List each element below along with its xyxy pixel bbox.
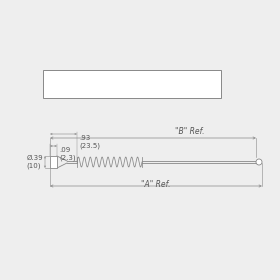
Text: Shaft Length = B: Shaft Length = B — [46, 85, 111, 94]
Text: Overall Length = A: Overall Length = A — [46, 72, 119, 81]
Text: .09
(2.3): .09 (2.3) — [59, 147, 76, 160]
Text: Ø.39
(10): Ø.39 (10) — [26, 155, 43, 169]
Text: "B" Ref.: "B" Ref. — [175, 127, 204, 136]
Circle shape — [256, 159, 262, 165]
Bar — [50, 156, 57, 168]
Text: "A" Ref.: "A" Ref. — [141, 180, 171, 189]
Bar — [43, 70, 221, 98]
Text: .93
(23.5): .93 (23.5) — [79, 135, 100, 148]
